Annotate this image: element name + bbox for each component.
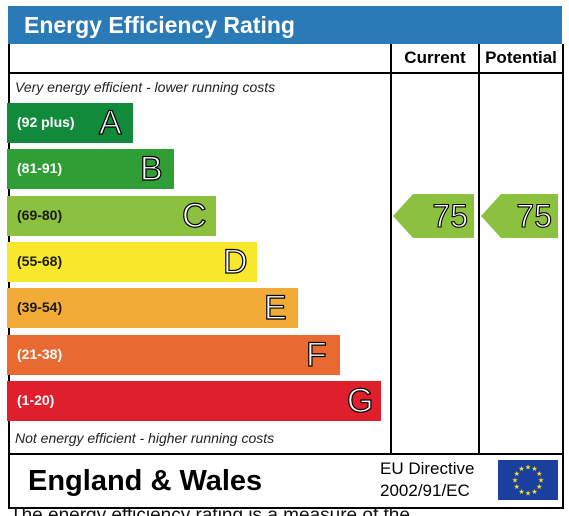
current-rating-value: 75 — [432, 198, 468, 234]
band-a: (92 plus) A — [7, 103, 133, 143]
potential-column-header: Potential — [485, 48, 557, 67]
flag-star: ★ — [536, 470, 542, 478]
flag-star: ★ — [531, 465, 537, 473]
header-bar: Energy Efficiency Rating — [8, 6, 562, 44]
band-e: (39-54) E — [7, 288, 298, 328]
band-range: (39-54) — [17, 299, 63, 315]
column-divider-current — [390, 44, 392, 453]
potential-rating-shape — [481, 194, 558, 238]
flag-star: ★ — [525, 490, 531, 498]
flag-star: ★ — [518, 488, 524, 496]
band-range: (55-68) — [17, 253, 63, 269]
eu-directive: EU Directive 2002/91/EC — [380, 458, 474, 502]
band-g: (1-20) G — [7, 381, 381, 421]
header-row-divider — [10, 72, 562, 74]
band-letter: F — [305, 336, 327, 374]
bottom-caption: Not energy efficient - higher running co… — [15, 430, 275, 446]
band-letter: E — [263, 289, 287, 327]
directive-line-1: EU Directive — [380, 459, 475, 478]
band-letter: C — [181, 197, 207, 235]
band-range: (21-38) — [17, 346, 63, 362]
column-divider-potential — [478, 44, 480, 453]
potential-rating-arrow: 75 — [481, 194, 558, 238]
band-range: (92 plus) — [17, 114, 75, 130]
band-f: (21-38) F — [7, 335, 340, 375]
flag-star: ★ — [536, 483, 542, 491]
directive-line-2: 2002/91/EC — [380, 481, 470, 500]
chart-title: Energy Efficiency Rating — [24, 12, 295, 38]
band-d: (55-68) D — [7, 242, 257, 282]
band-range: (81-91) — [17, 160, 63, 176]
band-b: (81-91) B — [7, 149, 174, 189]
flag-star: ★ — [518, 465, 524, 473]
flag-star: ★ — [514, 470, 520, 478]
current-rating-arrow: 75 — [393, 194, 474, 238]
band-c: (69-80) C — [7, 196, 216, 236]
description-text: The energy efficiency rating is a measur… — [10, 506, 410, 516]
band-letter: D — [222, 243, 248, 281]
flag-star: ★ — [514, 483, 520, 491]
band-letter: B — [139, 150, 163, 188]
band-letter: A — [98, 104, 122, 142]
flag-star: ★ — [525, 464, 531, 472]
flag-star: ★ — [512, 477, 518, 485]
band-range: (1-20) — [17, 392, 55, 408]
eu-flag-icon: ★★★★★★★★★ ★ ★★ — [498, 460, 558, 500]
region-label: England & Wales — [28, 465, 263, 497]
flag-star: ★ — [538, 477, 544, 485]
flag-star: ★ — [531, 488, 537, 496]
footer: England & Wales EU Directive 2002/91/EC … — [8, 453, 564, 509]
current-column-header: Current — [404, 48, 466, 67]
top-caption: Very energy efficient - lower running co… — [15, 79, 276, 95]
current-rating-shape — [393, 194, 474, 238]
band-letter: G — [346, 382, 374, 420]
band-range: (69-80) — [17, 207, 63, 223]
potential-rating-value: 75 — [516, 198, 552, 234]
